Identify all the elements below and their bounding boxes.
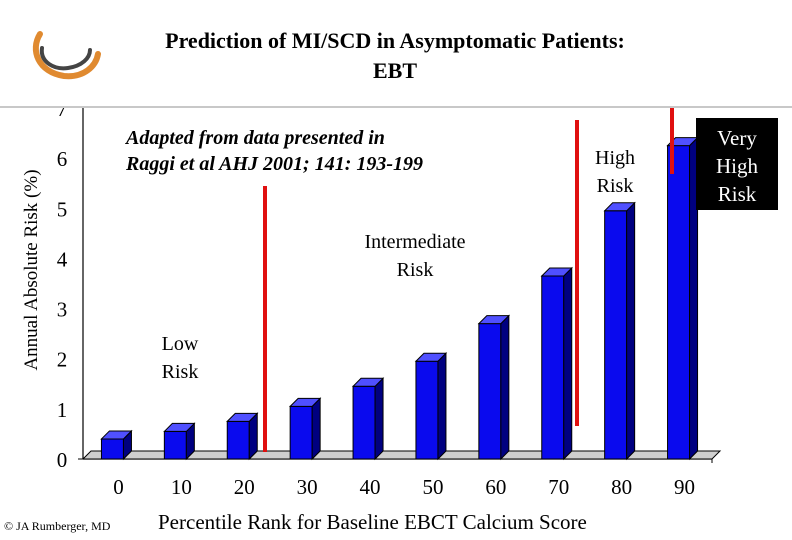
bar-70 bbox=[540, 266, 573, 461]
y-tick-labels: 0 1 2 3 4 5 6 7 bbox=[57, 108, 68, 472]
source-note-line2: Raggi et al AHJ 2001; 141: 193-199 bbox=[126, 153, 424, 175]
bar-top bbox=[540, 267, 573, 277]
y-tick-label: 7 bbox=[57, 108, 68, 121]
risk-label-low-line1: Low bbox=[161, 333, 199, 355]
risk-label-very-high-line2: High bbox=[716, 154, 758, 178]
y-tick-label: 3 bbox=[57, 298, 68, 322]
bar-front bbox=[667, 145, 691, 460]
x-tick-label: 0 bbox=[113, 475, 124, 499]
bar-top bbox=[603, 202, 636, 212]
bar-20 bbox=[226, 412, 259, 461]
risk-label-high-line1: High bbox=[595, 147, 635, 169]
bar-40 bbox=[351, 377, 385, 461]
y-tick-label: 0 bbox=[57, 448, 68, 472]
bar-front bbox=[541, 275, 565, 460]
y-tick-label: 2 bbox=[57, 348, 68, 372]
bar-chart: 0 1 2 3 4 5 6 7 0 10 20 30 40 50 60 70 80 90 bbox=[57, 108, 722, 499]
chart-area: 0 1 2 3 4 5 6 7 0 10 20 30 40 50 60 70 80 90 bbox=[0, 108, 792, 540]
risk-label-high: High Risk bbox=[580, 144, 650, 200]
x-tick-label: 70 bbox=[548, 475, 569, 499]
x-tick-label: 90 bbox=[674, 475, 695, 499]
y-tick-label: 5 bbox=[57, 197, 68, 221]
bar-80 bbox=[603, 201, 636, 461]
x-tick-label: 40 bbox=[360, 475, 381, 499]
chart-title-line1: Prediction of MI/SCD in Asymptomatic Pat… bbox=[165, 28, 625, 53]
y-tick-label: 6 bbox=[57, 147, 68, 171]
risk-label-intermediate: Intermediate Risk bbox=[330, 228, 500, 284]
bar-front bbox=[100, 438, 124, 460]
x-tick-label: 10 bbox=[171, 475, 192, 499]
y-tick-label: 1 bbox=[57, 398, 68, 422]
risk-label-very-high: Very High Risk bbox=[696, 118, 778, 210]
bar-front bbox=[352, 385, 376, 460]
y-tick-label: 4 bbox=[57, 247, 68, 271]
copyright-text: © JA Rumberger, MD bbox=[4, 519, 111, 533]
chart-title: Prediction of MI/SCD in Asymptomatic Pat… bbox=[110, 26, 680, 86]
x-tick-labels: 0 10 20 30 40 50 60 70 80 90 bbox=[113, 475, 695, 499]
bar-side bbox=[311, 397, 321, 461]
bar-top bbox=[288, 397, 322, 407]
risk-label-low: Low Risk bbox=[140, 330, 220, 386]
bar-top bbox=[477, 315, 511, 325]
bar-10 bbox=[163, 422, 196, 461]
bar-top bbox=[163, 422, 196, 432]
x-tick-label: 50 bbox=[422, 475, 443, 499]
bar-side bbox=[500, 314, 510, 461]
risk-label-intermediate-line1: Intermediate bbox=[364, 231, 466, 253]
bar-front bbox=[289, 405, 313, 460]
x-tick-label: 20 bbox=[234, 475, 255, 499]
source-note-line1: Adapted from data presented in bbox=[126, 127, 385, 149]
bar-front bbox=[163, 430, 187, 460]
bar-side bbox=[437, 352, 447, 461]
bar-50 bbox=[414, 352, 448, 461]
bar-top bbox=[414, 352, 448, 362]
bar-side bbox=[374, 377, 384, 461]
bar-front bbox=[415, 360, 439, 460]
bar-60 bbox=[477, 314, 511, 461]
bar-0 bbox=[100, 429, 133, 461]
bar-front bbox=[226, 420, 250, 460]
y-axis-label: Annual Absolute Risk (%) bbox=[21, 169, 42, 371]
risk-label-low-line2: Risk bbox=[161, 361, 199, 383]
axis-ticks bbox=[78, 458, 713, 463]
x-tick-label: 60 bbox=[485, 475, 506, 499]
source-note: Adapted from data presented in Raggi et … bbox=[126, 125, 486, 177]
bar-top bbox=[226, 412, 259, 422]
bar-front bbox=[478, 323, 502, 460]
bars bbox=[100, 136, 699, 461]
risk-dividers bbox=[263, 108, 674, 452]
bar-30 bbox=[288, 397, 322, 461]
bar-90 bbox=[666, 136, 699, 461]
chart-title-line2: EBT bbox=[372, 58, 418, 83]
x-tick-label: 80 bbox=[611, 475, 632, 499]
bar-side bbox=[563, 266, 573, 461]
risk-label-very-high-line1: Very bbox=[717, 126, 757, 150]
bar-front bbox=[604, 210, 628, 460]
risk-label-intermediate-line2: Risk bbox=[396, 259, 434, 281]
risk-label-high-line2: Risk bbox=[596, 175, 634, 197]
risk-label-very-high-line3: Risk bbox=[717, 182, 757, 206]
logo-icon bbox=[33, 31, 101, 80]
bar-top bbox=[351, 377, 385, 387]
x-axis-label: Percentile Rank for Baseline EBCT Calciu… bbox=[158, 510, 587, 534]
bar-top bbox=[100, 430, 133, 440]
x-tick-label: 30 bbox=[297, 475, 318, 499]
bar-side bbox=[626, 201, 636, 461]
title-panel: Prediction of MI/SCD in Asymptomatic Pat… bbox=[0, 0, 792, 108]
